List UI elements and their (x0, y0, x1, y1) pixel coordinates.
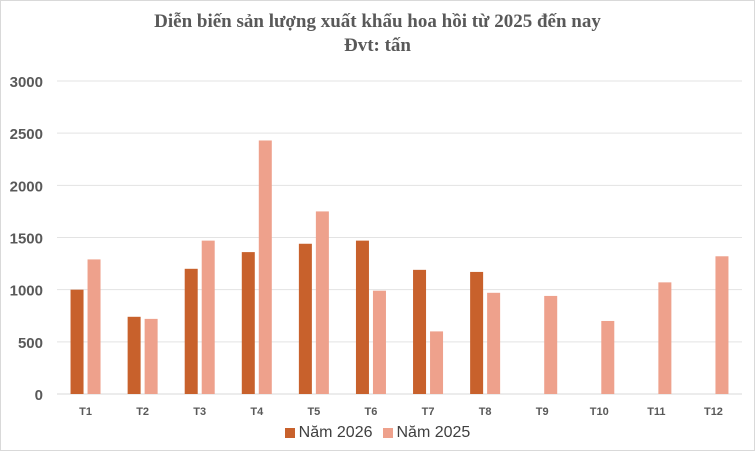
x-tick-label: T6 (365, 406, 378, 418)
y-tick-label: 1000 (10, 283, 43, 300)
bar-1-t7 (413, 269, 427, 394)
bar-1-t3 (184, 268, 198, 394)
bar-2-t2 (144, 318, 158, 394)
bar-1-t2 (127, 316, 141, 394)
y-tick-label: 2500 (10, 126, 43, 143)
x-tick-label: T10 (590, 406, 609, 418)
chart-subtitle: Đvt: tấn (343, 35, 412, 56)
bar-2-t12 (715, 256, 729, 394)
x-tick-label: T7 (422, 406, 435, 418)
bar-2-t1 (87, 259, 101, 394)
legend-item-series-2: Năm 2025 (382, 424, 471, 442)
x-tick-label: T9 (536, 406, 549, 418)
y-tick-label: 2000 (10, 178, 43, 195)
y-tick-label: 3000 (10, 74, 43, 91)
bar-1-t1 (70, 289, 84, 394)
bar-2-t4 (258, 140, 272, 394)
legend-item-series-1: Năm 2026 (284, 424, 373, 442)
chart-title-block: Diễn biến sản lượng xuất khẩu hoa hồi từ… (0, 10, 755, 58)
bar-2-t6 (372, 290, 386, 394)
bar-2-t9 (544, 295, 558, 394)
x-tick-label: T8 (479, 406, 492, 418)
bar-2-t11 (658, 282, 672, 394)
bar-2-t5 (315, 211, 329, 394)
y-tick-label: 0 (35, 387, 43, 404)
chart-title: Diễn biến sản lượng xuất khẩu hoa hồi từ… (154, 11, 601, 32)
legend-label-series-1: Năm 2026 (298, 424, 373, 441)
chart-legend: Năm 2026 Năm 2025 (0, 424, 755, 442)
bar-1-t4 (241, 252, 255, 394)
y-tick-label: 1500 (10, 231, 43, 248)
legend-swatch-series-2 (382, 428, 393, 438)
bar-1-t5 (298, 243, 312, 394)
x-tick-label: T1 (79, 406, 92, 418)
x-tick-label: T3 (193, 406, 206, 418)
x-tick-label: T5 (307, 406, 320, 418)
legend-label-series-2: Năm 2025 (396, 424, 471, 441)
x-tick-label: T11 (647, 406, 665, 418)
bar-1-t8 (470, 271, 484, 394)
x-tick-label: T4 (250, 406, 264, 418)
legend-swatch-series-1 (284, 428, 295, 438)
x-tick-label: T12 (704, 406, 723, 418)
bar-2-t8 (487, 292, 501, 394)
x-tick-label: T2 (136, 406, 149, 418)
bar-2-t10 (601, 320, 615, 394)
bar-1-t6 (355, 240, 369, 394)
bar-2-t3 (201, 240, 215, 394)
y-tick-label: 500 (18, 335, 43, 352)
bar-2-t7 (430, 331, 444, 394)
